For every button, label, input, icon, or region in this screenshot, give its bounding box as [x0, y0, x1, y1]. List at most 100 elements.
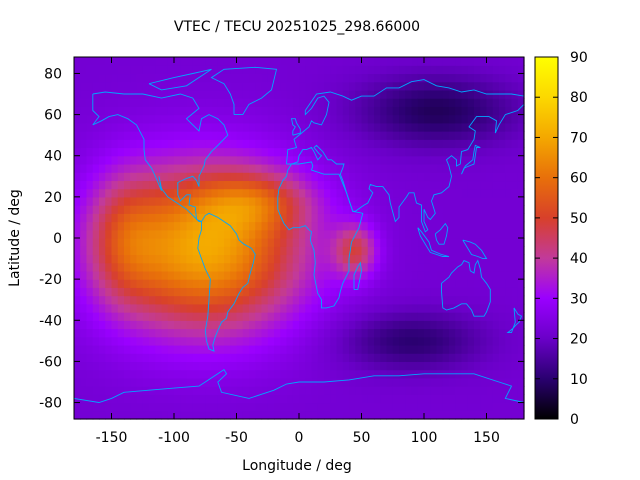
heatmap-cell — [336, 89, 344, 99]
heatmap-cell — [192, 98, 200, 107]
heatmap-cell — [461, 155, 469, 165]
heatmap-cell — [249, 320, 256, 330]
heatmap-cell — [199, 139, 206, 149]
heatmap-cell — [267, 180, 275, 190]
heatmap-cell — [324, 238, 331, 247]
heatmap-cell — [105, 270, 113, 280]
heatmap-cell — [405, 114, 413, 124]
heatmap-cell — [299, 81, 306, 91]
heatmap-cell — [149, 139, 156, 149]
x-tick-label: -150 — [96, 430, 128, 446]
heatmap-cell — [236, 303, 244, 313]
heatmap-cell — [424, 344, 431, 354]
heatmap-cell — [124, 106, 131, 116]
heatmap-cell — [242, 205, 250, 214]
heatmap-cell — [517, 221, 525, 231]
heatmap-cell — [417, 221, 425, 231]
heatmap-cell — [99, 65, 106, 75]
heatmap-cell — [324, 361, 331, 371]
heatmap-cell — [292, 394, 300, 404]
heatmap-cell — [411, 65, 419, 75]
heatmap-cell — [199, 122, 206, 132]
heatmap-cell — [430, 353, 438, 363]
heatmap-cell — [249, 106, 256, 116]
heatmap-cell — [205, 73, 213, 83]
heatmap-cell — [124, 270, 131, 280]
heatmap-cell — [517, 402, 525, 412]
heatmap-cell — [186, 254, 194, 264]
heatmap-cell — [261, 386, 269, 395]
heatmap-cell — [324, 81, 331, 91]
heatmap-cell — [324, 279, 331, 288]
heatmap-cell — [405, 155, 413, 165]
heatmap-cell — [417, 336, 425, 346]
heatmap-cell — [311, 65, 319, 75]
heatmap-cell — [180, 295, 188, 305]
heatmap-cell — [367, 402, 375, 412]
heatmap-cell — [124, 131, 131, 140]
heatmap-cell — [286, 57, 294, 66]
heatmap-cell — [155, 238, 163, 247]
heatmap-cell — [180, 303, 188, 313]
heatmap-cell — [386, 262, 394, 272]
heatmap-cell — [480, 122, 488, 132]
heatmap-cell — [399, 254, 406, 264]
heatmap-cell — [392, 361, 400, 371]
heatmap-cell — [99, 279, 106, 288]
heatmap-cell — [267, 114, 275, 124]
heatmap-cell — [280, 172, 288, 182]
heatmap-cell — [80, 188, 88, 198]
heatmap-cell — [336, 65, 344, 75]
heatmap-cell — [311, 320, 319, 330]
heatmap-cell — [230, 188, 238, 198]
heatmap-cell — [211, 369, 219, 379]
heatmap-cell — [124, 238, 131, 247]
heatmap-cell — [111, 221, 119, 231]
heatmap-cell — [180, 246, 188, 256]
heatmap-cell — [355, 246, 363, 256]
heatmap-cell — [180, 254, 188, 264]
heatmap-cell — [399, 139, 406, 149]
heatmap-cell — [199, 73, 206, 83]
heatmap-cell — [480, 73, 488, 83]
heatmap-cell — [274, 205, 281, 214]
heatmap-cell — [430, 106, 438, 116]
heatmap-cell — [161, 221, 169, 231]
heatmap-cell — [111, 172, 119, 182]
heatmap-cell — [124, 122, 131, 132]
heatmap-cell — [249, 238, 256, 247]
heatmap-cell — [186, 377, 194, 387]
heatmap-cell — [155, 73, 163, 83]
heatmap-cell — [136, 172, 144, 182]
heatmap-cell — [480, 155, 488, 165]
heatmap-cell — [117, 402, 125, 412]
heatmap-cell — [117, 312, 125, 321]
heatmap-cell — [324, 57, 331, 66]
heatmap-cell — [186, 122, 194, 132]
heatmap-cell — [111, 155, 119, 165]
heatmap-cell — [242, 410, 250, 420]
heatmap-cell — [317, 122, 325, 132]
heatmap-cell — [317, 328, 325, 338]
heatmap-cell — [74, 344, 81, 354]
heatmap-cell — [274, 89, 281, 99]
heatmap-cell — [86, 172, 94, 182]
heatmap-cell — [274, 221, 281, 231]
heatmap-cell — [142, 369, 150, 379]
heatmap-cell — [380, 188, 388, 198]
heatmap-cell — [236, 98, 244, 107]
heatmap-cell — [436, 180, 444, 190]
heatmap-cell — [455, 131, 463, 140]
heatmap-cell — [336, 238, 344, 247]
heatmap-cell — [136, 295, 144, 305]
heatmap-cell — [436, 279, 444, 288]
heatmap-cell — [286, 328, 294, 338]
y-tick-label: 80 — [44, 66, 62, 82]
heatmap-cell — [386, 377, 394, 387]
heatmap-cell — [486, 270, 494, 280]
heatmap-cell — [117, 57, 125, 66]
heatmap-cell — [374, 295, 381, 305]
heatmap-cell — [336, 163, 344, 173]
heatmap-cell — [217, 353, 225, 363]
heatmap-cell — [211, 172, 219, 182]
